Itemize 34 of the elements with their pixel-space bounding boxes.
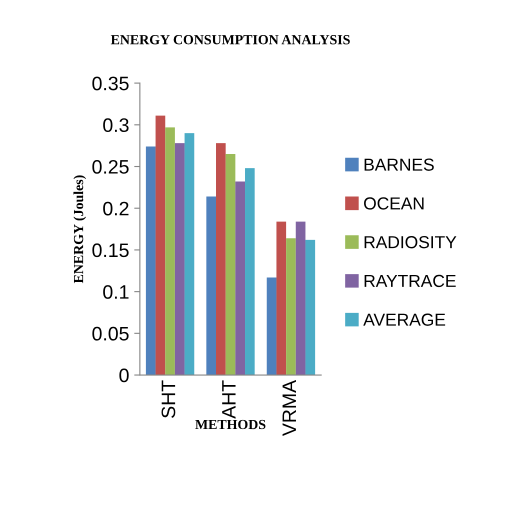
- legend-label: OCEAN: [364, 197, 424, 210]
- bar: [296, 222, 306, 376]
- legend-label: AVERAGE: [363, 314, 446, 326]
- y-tick-label: 0.35: [92, 76, 129, 90]
- bar: [146, 146, 156, 376]
- bar: [156, 116, 166, 376]
- y-tick-label: 0.05: [92, 326, 129, 341]
- bar: [266, 277, 276, 376]
- bar: [184, 133, 194, 376]
- y-tick-label: 0.25: [92, 160, 129, 174]
- bar: [286, 238, 296, 376]
- y-tick-label: 0.2: [103, 202, 128, 216]
- bar: [226, 154, 236, 376]
- bar: [174, 143, 185, 376]
- y-tick-label: 0: [119, 368, 129, 382]
- x-tick-label: AHT: [222, 380, 236, 419]
- chart-title: ENERGY CONSUMPTION ANALYSIS: [110, 35, 350, 44]
- y-tick-label: 0.3: [103, 118, 129, 132]
- legend-label: RAYTRACE: [364, 274, 456, 288]
- bar: [235, 182, 246, 376]
- bar: [165, 127, 175, 376]
- legend-label: BARNES: [364, 158, 434, 171]
- x-tick-label: SHT: [162, 380, 176, 418]
- bar: [276, 222, 286, 376]
- y-axis-title: ENERGY (Joules): [73, 175, 86, 284]
- y-tick-label: 0.15: [92, 243, 129, 258]
- bar: [305, 240, 316, 376]
- x-axis-title: METHODS: [195, 420, 266, 430]
- bar: [206, 196, 216, 376]
- legend-label: RADIOSITY: [364, 236, 456, 248]
- bar: [216, 143, 226, 376]
- bar: [245, 168, 255, 376]
- y-tick-label: 0.1: [103, 285, 128, 299]
- x-tick-label: VRMA: [282, 380, 296, 436]
